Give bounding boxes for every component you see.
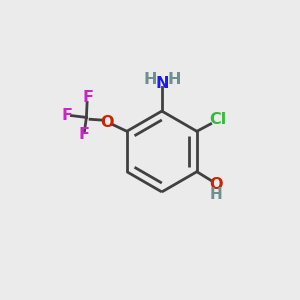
Text: H: H [167, 72, 181, 87]
Text: O: O [210, 177, 223, 192]
Text: H: H [143, 72, 157, 87]
Text: F: F [82, 90, 93, 105]
Text: F: F [79, 127, 90, 142]
Text: N: N [155, 76, 169, 91]
Text: H: H [210, 187, 223, 202]
Text: O: O [100, 115, 114, 130]
Text: F: F [61, 108, 72, 123]
Text: Cl: Cl [209, 112, 226, 127]
